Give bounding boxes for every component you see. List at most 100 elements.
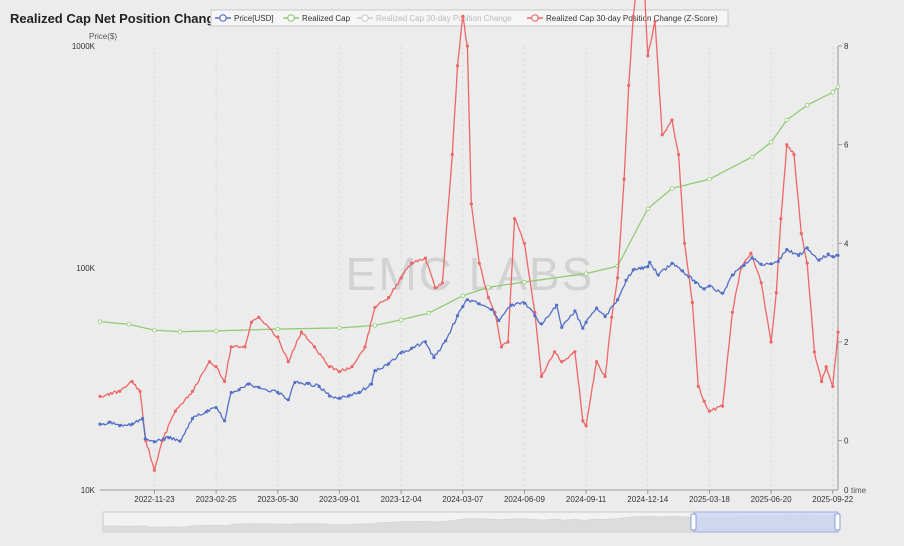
data-point xyxy=(327,394,332,398)
left-tick-label: 1000K xyxy=(72,42,96,51)
data-point xyxy=(819,379,824,384)
right-z-tick-label: 0 xyxy=(844,437,849,446)
x-tick-label: 2023-12-04 xyxy=(381,495,422,504)
data-point xyxy=(350,365,354,369)
legend[interactable]: Price[USD] Realized Cap Realized Cap 30-… xyxy=(210,9,729,27)
data-zoom-slider[interactable] xyxy=(102,511,841,533)
data-point xyxy=(276,390,280,395)
data-point xyxy=(785,143,789,147)
data-point xyxy=(831,384,835,388)
data-point xyxy=(627,83,631,88)
data-point xyxy=(152,468,156,472)
data-point xyxy=(533,314,537,318)
data-point xyxy=(460,293,465,298)
data-point xyxy=(237,388,241,392)
zoom-handle-right[interactable] xyxy=(834,513,841,531)
zoom-handle-left[interactable] xyxy=(690,513,697,531)
data-point xyxy=(826,252,830,256)
data-point xyxy=(423,340,427,344)
legend-box xyxy=(210,9,729,27)
data-point xyxy=(152,440,156,444)
data-point xyxy=(299,330,303,334)
data-point xyxy=(249,320,254,324)
data-point xyxy=(399,276,403,280)
x-tick-label: 2024-09-11 xyxy=(566,495,607,504)
data-point xyxy=(173,409,177,413)
data-point xyxy=(594,360,599,364)
data-point xyxy=(398,317,404,322)
data-point xyxy=(97,319,103,324)
legend-item-price[interactable]: Price[USD] xyxy=(215,14,274,23)
data-point xyxy=(750,256,754,260)
legend-item-realized-cap[interactable]: Realized Cap xyxy=(283,14,351,23)
data-point xyxy=(560,360,564,364)
legend-item-zscore[interactable]: Realized Cap 30-day Position Change (Z-S… xyxy=(527,14,718,23)
data-point xyxy=(276,335,280,339)
data-point xyxy=(581,326,585,330)
data-point xyxy=(603,314,607,319)
data-point xyxy=(214,405,218,410)
left-tick-label: 10K xyxy=(81,486,96,495)
data-point xyxy=(317,384,321,388)
data-point xyxy=(805,102,810,108)
data-point xyxy=(552,350,557,354)
data-point xyxy=(680,269,685,273)
data-point xyxy=(486,285,491,290)
data-point xyxy=(286,398,290,402)
data-point xyxy=(178,439,182,443)
data-point xyxy=(812,350,817,354)
data-point xyxy=(573,350,577,354)
watermark: EMC LABS xyxy=(346,248,595,300)
data-point xyxy=(749,251,753,255)
data-point xyxy=(646,54,650,58)
data-point xyxy=(769,340,773,344)
data-point xyxy=(465,44,469,48)
left-tick-label: 100K xyxy=(76,264,95,273)
data-point xyxy=(522,301,527,305)
data-point xyxy=(190,416,195,421)
data-point xyxy=(327,365,332,369)
data-point xyxy=(386,362,391,366)
x-tick-label: 2024-12-14 xyxy=(627,495,668,504)
data-point xyxy=(444,339,448,343)
data-point xyxy=(676,152,681,157)
data-point xyxy=(306,381,310,385)
data-point xyxy=(461,14,465,18)
data-point xyxy=(670,118,674,122)
data-point xyxy=(792,152,796,157)
data-point xyxy=(229,345,233,349)
data-point xyxy=(670,261,674,265)
legend-item-position-change[interactable]: Realized Cap 30-day Position Change xyxy=(357,14,512,23)
data-point xyxy=(682,241,687,245)
data-point xyxy=(357,390,361,395)
zoom-window[interactable] xyxy=(693,511,839,533)
data-point xyxy=(497,318,501,323)
data-point xyxy=(730,310,735,314)
data-point xyxy=(450,152,454,157)
data-point xyxy=(759,262,763,266)
grid xyxy=(153,46,834,490)
data-point xyxy=(477,261,481,265)
legend-label-price: Price[USD] xyxy=(234,14,274,23)
data-point xyxy=(293,380,297,385)
data-point xyxy=(152,328,157,333)
series-price-markers xyxy=(98,246,840,444)
data-point xyxy=(337,396,341,400)
data-point xyxy=(640,266,644,270)
data-point xyxy=(581,419,585,423)
data-point xyxy=(512,217,517,221)
data-point xyxy=(275,326,280,332)
legend-label-position-change: Realized Cap 30-day Position Change xyxy=(376,14,512,23)
data-point xyxy=(805,261,809,265)
data-point xyxy=(455,64,460,68)
tick-labels: 2022-11-23 2023-02-25 2023-05-30 2023-09-01… xyxy=(72,42,854,504)
data-point xyxy=(509,303,513,307)
data-point xyxy=(693,280,698,285)
data-point xyxy=(615,298,620,302)
data-point xyxy=(143,437,147,441)
data-point xyxy=(554,303,559,307)
data-point xyxy=(246,382,250,386)
data-point xyxy=(337,325,342,331)
series-realized-cap xyxy=(99,86,839,333)
